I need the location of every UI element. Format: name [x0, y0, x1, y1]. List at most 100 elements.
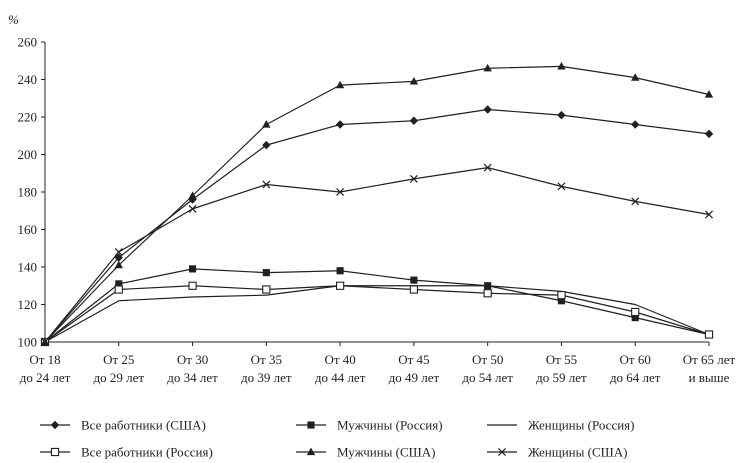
x-tick-label-line: до 54 лет [462, 370, 513, 385]
series-markers [40, 61, 714, 347]
triangle-marker [483, 63, 492, 72]
x-tick-label-line: От 45 [398, 352, 429, 367]
x-marker [705, 210, 713, 219]
series-line [44, 167, 710, 343]
legend-item: Все работники (США) [40, 418, 206, 433]
open-square-marker [262, 285, 271, 294]
x-tick-label: От 55 до 59 лет [536, 352, 587, 385]
diamond-marker [631, 120, 640, 129]
x-marker [114, 248, 123, 256]
x-marker [409, 174, 418, 183]
series-line [44, 108, 710, 343]
open-square-marker [483, 289, 492, 298]
square-marker [307, 421, 315, 429]
legend-item: Мужчины (США) [296, 445, 436, 460]
triangle-marker [335, 80, 345, 89]
x-tick-label-line: От 55 [546, 352, 577, 367]
legend-label: Все работники (США) [81, 418, 206, 433]
x-tick-label-line: до 34 лет [167, 370, 218, 385]
y-axis-unit: % [8, 12, 19, 27]
chart-axes: % [8, 12, 709, 343]
x-tick-label-line: От 50 [472, 352, 503, 367]
x-tick-label: От 60 до 64 лет [610, 352, 661, 385]
diamond-marker [557, 110, 566, 120]
square-marker [262, 269, 270, 277]
x-marker [631, 197, 640, 206]
diamond-marker [335, 120, 345, 129]
square-marker [115, 280, 123, 288]
y-tick-label: 120 [18, 297, 38, 312]
x-tick-label-line: до 29 лет [93, 370, 144, 385]
square-marker [631, 314, 639, 322]
square-marker [336, 267, 344, 275]
legend-item: Все работники (Россия) [40, 445, 213, 460]
x-tick-label: От 40 до 44 лет [315, 352, 366, 385]
y-tick-label: 220 [18, 110, 38, 125]
open-square-marker [114, 285, 123, 294]
diamond-marker [262, 140, 271, 150]
x-tick-label: От 45 до 49 лет [389, 352, 440, 385]
x-tick-label-line: до 64 лет [610, 370, 661, 385]
triangle-marker [409, 76, 419, 85]
open-square-marker [50, 447, 60, 457]
diamond-marker [704, 129, 714, 139]
x-tick-label: От 30 до 34 лет [167, 352, 218, 385]
open-square-marker [335, 281, 345, 290]
x-tick-label-line: От 18 [29, 352, 60, 367]
x-marker [498, 448, 506, 456]
x-marker [336, 188, 345, 196]
y-axis-ticks: 100 120 140 160 180 200 220 240 260 [18, 35, 45, 350]
square-marker [410, 276, 418, 284]
y-tick-label: 160 [18, 222, 38, 237]
triangle-marker [262, 120, 271, 128]
x-tick-label-line: до 24 лет [20, 370, 71, 385]
y-tick-label: 140 [18, 260, 38, 275]
x-marker [41, 338, 49, 346]
legend-item: Женщины (Россия) [487, 418, 635, 433]
legend-label: Женщины (Россия) [528, 418, 635, 433]
x-axis-ticks: От 18 до 24 лет От 25 до 29 лет От 30 до 34 л… [20, 342, 736, 385]
y-tick-label: 200 [18, 147, 38, 162]
triangle-marker [631, 73, 640, 81]
series-line [44, 65, 710, 343]
diamond-marker [114, 253, 123, 262]
x-tick-label-line: От 60 [620, 352, 651, 367]
series-line [44, 268, 710, 343]
open-square-marker [557, 291, 566, 300]
open-square-marker [409, 285, 419, 294]
triangle-marker [114, 260, 123, 269]
triangle-marker [306, 447, 316, 456]
square-marker [557, 297, 566, 305]
legend: Все работники (США) Мужчины (Россия) Женщи… [40, 418, 635, 460]
x-marker [188, 204, 197, 213]
series-line [44, 285, 710, 343]
x-tick-label: От 18 до 24 лет [20, 352, 71, 385]
x-tick-label-line: От 25 [103, 352, 134, 367]
open-square-marker [631, 307, 640, 317]
x-marker [483, 163, 492, 172]
x-tick-label: От 65 лет и выше [683, 352, 736, 385]
y-tick-label: 180 [18, 185, 38, 200]
x-tick-label-line: до 39 лет [241, 370, 292, 385]
square-marker [188, 265, 197, 273]
x-tick-label-line: От 30 [177, 352, 208, 367]
x-tick-label-line: и выше [689, 370, 730, 385]
square-marker [484, 282, 492, 290]
x-tick-label-line: до 44 лет [315, 370, 366, 385]
triangle-marker [704, 90, 714, 98]
series-line [44, 285, 710, 343]
legend-label: Женщины (США) [528, 445, 627, 460]
x-marker [262, 180, 271, 189]
legend-label: Все работники (Россия) [81, 445, 213, 460]
y-tick-label: 100 [18, 335, 38, 350]
x-marker [557, 182, 566, 191]
open-square-marker [704, 330, 714, 339]
diamond-marker [483, 105, 492, 114]
series-lines [44, 65, 710, 343]
x-tick-label-line: От 40 [324, 352, 355, 367]
triangle-marker [188, 191, 197, 199]
y-tick-label: 260 [18, 35, 38, 50]
open-square-marker [188, 281, 197, 290]
legend-item: Мужчины (Россия) [296, 418, 443, 433]
